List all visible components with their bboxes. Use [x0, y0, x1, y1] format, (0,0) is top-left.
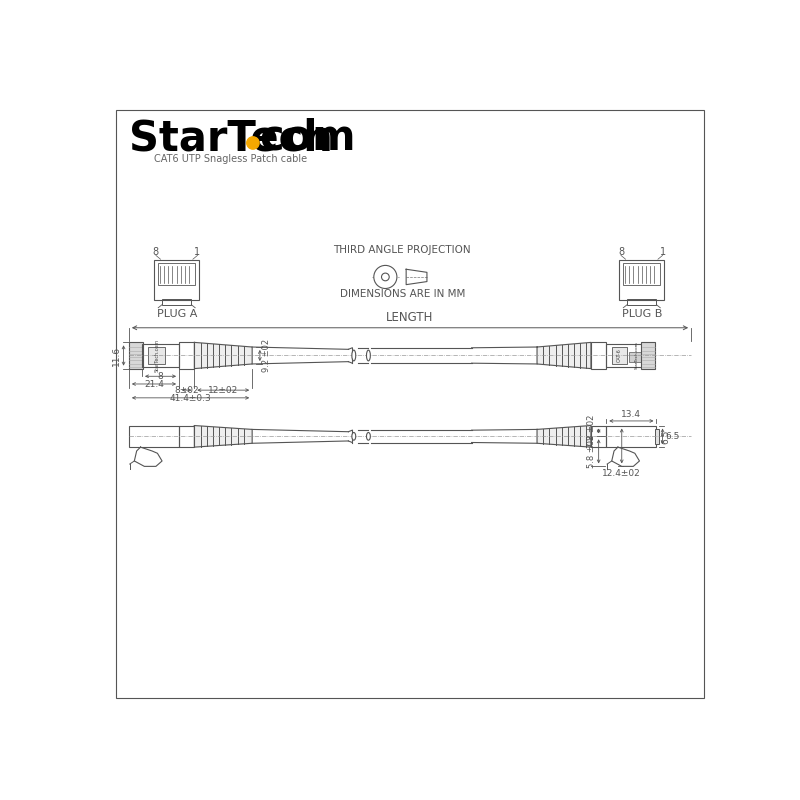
Text: StarTech: StarTech: [129, 118, 333, 159]
Polygon shape: [406, 270, 427, 285]
Polygon shape: [537, 342, 591, 369]
Text: 8: 8: [158, 372, 163, 381]
Ellipse shape: [366, 433, 370, 440]
Text: 8: 8: [153, 247, 159, 258]
Text: THIRD ANGLE PROJECTION: THIRD ANGLE PROJECTION: [334, 245, 471, 255]
Circle shape: [374, 266, 397, 289]
Text: CAT6 UTP Snagless Patch cable: CAT6 UTP Snagless Patch cable: [154, 154, 307, 164]
Bar: [129, 342, 143, 369]
Text: 1: 1: [194, 247, 201, 258]
Bar: [627, 299, 656, 305]
Ellipse shape: [352, 433, 356, 440]
Bar: [591, 342, 606, 369]
Text: DIMENSIONS ARE IN MM: DIMENSIONS ARE IN MM: [340, 289, 465, 299]
Text: 12±02: 12±02: [208, 386, 238, 394]
Text: 6.5: 6.5: [666, 432, 680, 441]
Text: 8±02: 8±02: [174, 386, 199, 394]
Ellipse shape: [352, 350, 356, 361]
Text: 7.8 ±02: 7.8 ±02: [587, 414, 596, 448]
Text: CAT-6: CAT-6: [617, 349, 622, 362]
Bar: [142, 344, 179, 367]
Bar: [179, 342, 194, 369]
Text: 5.8 ±02: 5.8 ±02: [587, 434, 596, 468]
Text: StarTech.com: StarTech.com: [634, 342, 638, 370]
Text: 1: 1: [659, 247, 666, 258]
Bar: [623, 263, 660, 285]
Text: PLUG A: PLUG A: [157, 309, 197, 319]
Ellipse shape: [366, 350, 370, 361]
Bar: [641, 342, 655, 369]
Text: 9.2 ±02: 9.2 ±02: [262, 339, 271, 372]
Text: LENGTH: LENGTH: [386, 311, 434, 324]
Bar: [606, 426, 656, 447]
Bar: [129, 426, 179, 447]
Text: 12.4±02: 12.4±02: [602, 470, 641, 478]
Bar: [148, 347, 165, 364]
Bar: [619, 260, 664, 300]
Circle shape: [246, 137, 259, 149]
Bar: [655, 429, 659, 444]
Text: PLUG B: PLUG B: [622, 309, 662, 319]
Text: 11.6: 11.6: [112, 346, 122, 366]
Text: 41.4±0.3: 41.4±0.3: [170, 394, 211, 403]
Text: com: com: [259, 118, 355, 159]
Polygon shape: [194, 426, 252, 447]
Bar: [591, 426, 606, 447]
Bar: [162, 299, 191, 305]
Bar: [629, 352, 644, 362]
Bar: [158, 263, 195, 285]
Text: 13.4: 13.4: [622, 410, 642, 418]
Bar: [154, 260, 199, 300]
Text: 21.4: 21.4: [144, 379, 164, 389]
Polygon shape: [537, 426, 591, 447]
Circle shape: [382, 273, 390, 281]
Text: 6.5: 6.5: [662, 429, 670, 443]
Bar: [612, 347, 627, 364]
Text: 8: 8: [618, 247, 624, 258]
Text: StarTech.com: StarTech.com: [154, 339, 159, 372]
Bar: [179, 426, 194, 447]
Bar: [606, 344, 643, 367]
Polygon shape: [194, 342, 252, 369]
